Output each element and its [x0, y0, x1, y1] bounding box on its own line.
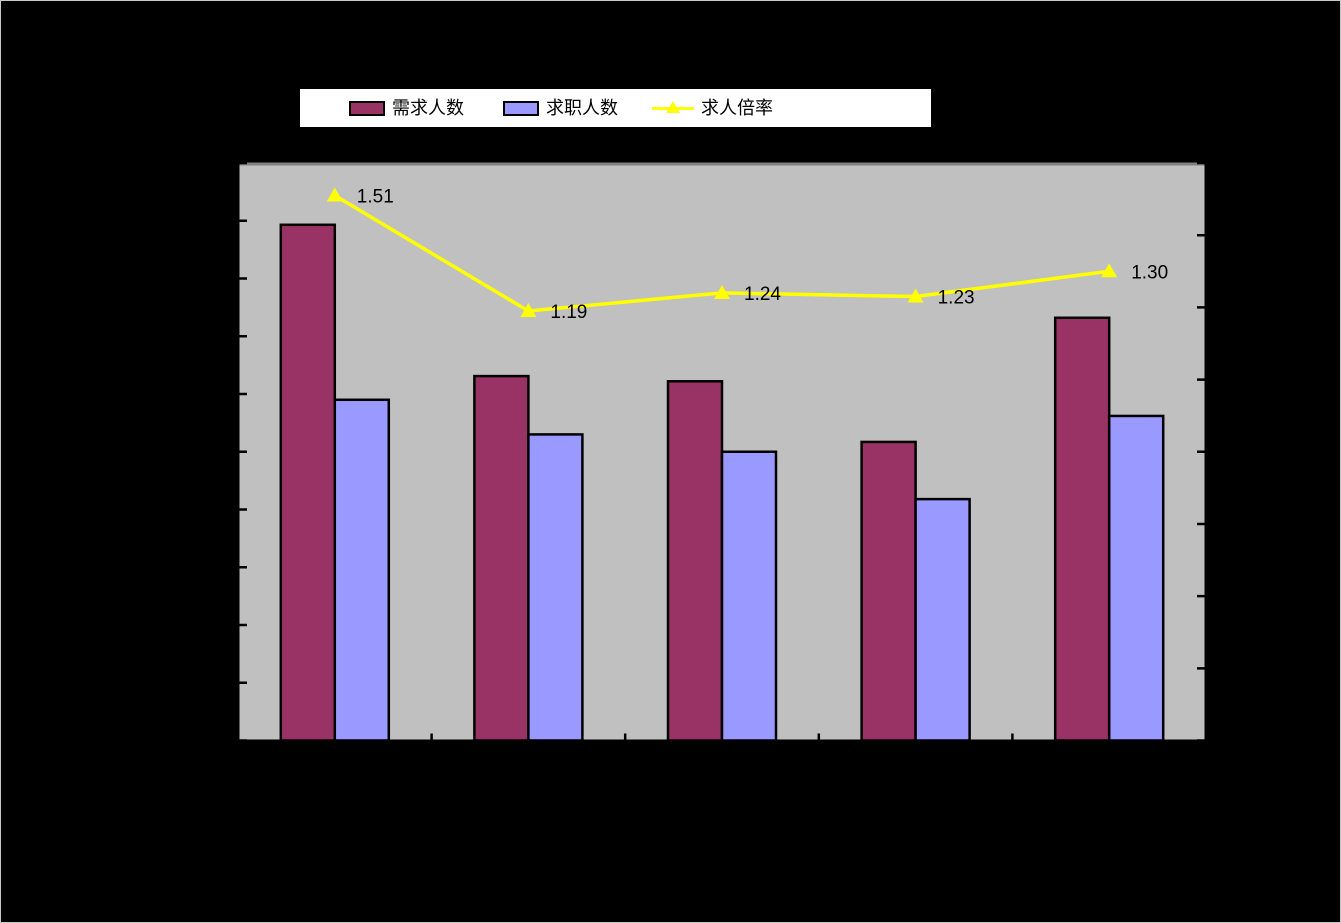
bar-jobseekers-2: [720, 450, 778, 742]
chart-legend: 需求人数 求职人数 求人倍率: [298, 87, 933, 129]
ratio-data-label-1: 1.19: [550, 302, 587, 323]
ratio-marker-1: [520, 302, 537, 317]
legend-entry-jobseekers: 求职人数: [503, 89, 618, 127]
legend-label-demand: 需求人数: [392, 98, 464, 118]
bar-jobseekers-0: [333, 398, 391, 742]
bar-demand-3: [860, 440, 917, 742]
legend-label-jobseekers: 求职人数: [546, 98, 618, 118]
bar-demand-4: [1053, 316, 1111, 742]
demand-series-swatch: [349, 100, 385, 116]
ratio-marker-0: [326, 187, 343, 202]
legend-label-ratio: 求人倍率: [701, 98, 773, 118]
jobseekers-series-swatch: [503, 100, 539, 116]
bar-demand-1: [473, 374, 530, 742]
ratio-data-label-2: 1.24: [744, 284, 781, 305]
ratio-data-label-4: 1.30: [1131, 262, 1168, 283]
legend-entry-ratio: 求人倍率: [652, 89, 773, 127]
bar-jobseekers-4: [1107, 414, 1165, 742]
ratio-data-label-3: 1.23: [938, 288, 975, 309]
ratio-marker-2: [714, 284, 730, 299]
bar-jobseekers-3: [914, 497, 971, 742]
ratio-data-label-0: 1.51: [357, 186, 394, 207]
legend-entry-demand: 需求人数: [349, 89, 464, 127]
bar-demand-2: [666, 380, 724, 742]
ratio-triangle-marker-icon: [666, 101, 680, 113]
ratio-marker-3: [907, 288, 924, 303]
ratio-marker-4: [1101, 263, 1118, 278]
bar-jobseekers-1: [527, 433, 584, 742]
ratio-series-line-marker-icon: [652, 101, 694, 115]
bar-demand-0: [279, 223, 337, 742]
